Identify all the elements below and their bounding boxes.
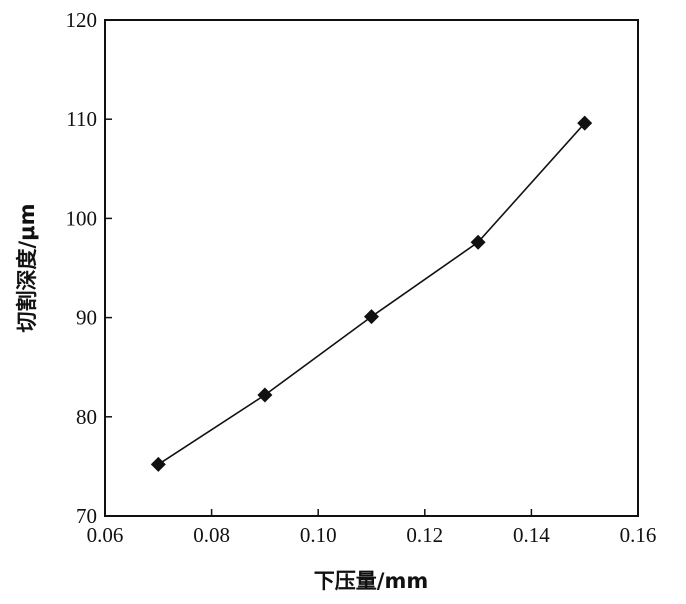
x-tick-label: 0.10 xyxy=(300,523,337,547)
series-line xyxy=(157,122,586,466)
x-tick-label: 0.08 xyxy=(193,523,230,547)
x-axis-title: 下压量/mm xyxy=(314,569,428,593)
data-point-diamond xyxy=(364,309,379,325)
y-tick-label: 100 xyxy=(66,206,98,230)
data-series xyxy=(150,115,593,472)
y-tick-label: 120 xyxy=(66,8,98,32)
y-axis-title: 切割深度/μm xyxy=(15,203,39,332)
plot-frame xyxy=(104,19,639,517)
x-tick-label: 0.12 xyxy=(406,523,443,547)
data-point-diamond xyxy=(150,456,166,472)
axis-ticks: 0.06 0.08 0.10 0.12 0.14 0.16 70 80 90 100 110 120 xyxy=(66,8,657,547)
x-tick-label: 0.06 xyxy=(87,523,124,547)
x-tick-label: 0.16 xyxy=(620,523,657,547)
data-point-diamond xyxy=(577,115,593,131)
y-tick-label: 70 xyxy=(76,504,97,528)
y-tick-label: 90 xyxy=(76,306,97,330)
y-tick-label: 110 xyxy=(66,107,97,131)
data-point-diamond xyxy=(257,387,273,403)
x-tick-label: 0.14 xyxy=(513,523,550,547)
y-tick-label: 80 xyxy=(76,405,97,429)
data-point-diamond xyxy=(470,234,486,250)
